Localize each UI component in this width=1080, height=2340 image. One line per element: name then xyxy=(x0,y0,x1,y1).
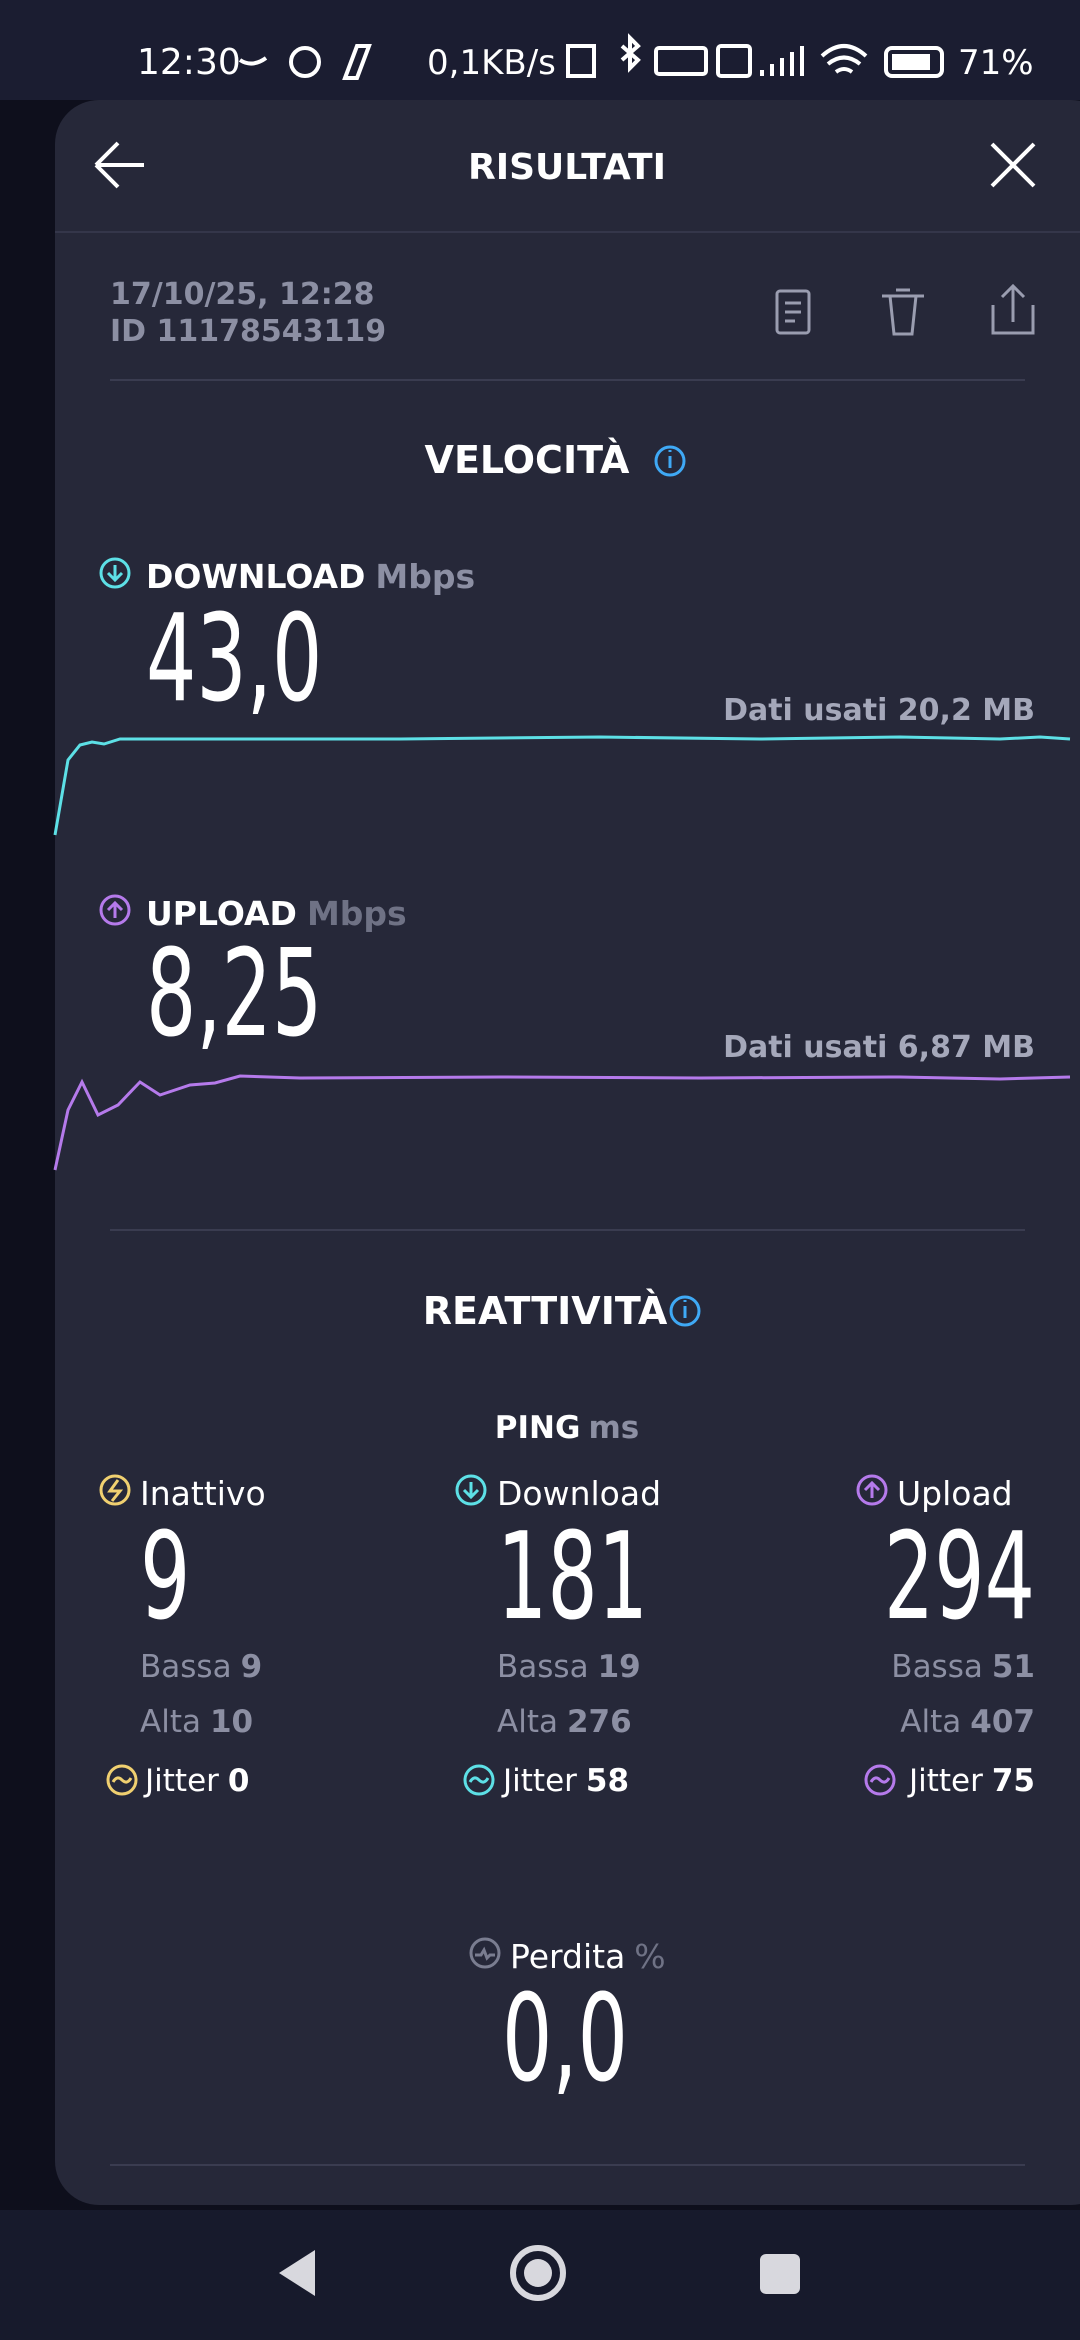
jitter-icon xyxy=(864,1764,896,1796)
jitter-label: Jitter xyxy=(143,1763,219,1799)
result-date: 17/10/25, 12:28 xyxy=(110,277,375,312)
status-icon xyxy=(654,46,708,76)
ping-column-label: Upload xyxy=(897,1474,1013,1513)
high-value: 407 xyxy=(970,1704,1035,1740)
high-value: 276 xyxy=(567,1704,632,1740)
high-value: 10 xyxy=(210,1704,253,1740)
download-unit: Mbps xyxy=(375,557,475,596)
status-time: 12:30 xyxy=(137,42,241,83)
loss-label: Perdita xyxy=(510,1937,625,1976)
download-icon xyxy=(455,1474,487,1506)
back-button[interactable] xyxy=(94,141,144,189)
ping-high: Alta 276 xyxy=(497,1704,632,1740)
ping-column-label: Download xyxy=(497,1474,661,1513)
ping-unit: ms xyxy=(588,1410,639,1446)
delete-button[interactable] xyxy=(882,288,924,336)
ping-heading: PING ms xyxy=(495,1410,639,1446)
ping-value: 9 xyxy=(140,1507,190,1646)
header-title: RISULTATI xyxy=(468,147,666,188)
download-icon xyxy=(99,557,131,589)
status-icon xyxy=(760,46,804,76)
download-label: DOWNLOAD xyxy=(146,557,365,596)
low-value: 51 xyxy=(992,1649,1035,1685)
high-label: Alta xyxy=(497,1704,558,1740)
info-button[interactable] xyxy=(669,1295,701,1327)
section-title: REATTIVITÀ xyxy=(423,1289,668,1333)
jitter: Jitter 0 xyxy=(143,1763,249,1799)
jitter-value: 0 xyxy=(228,1763,250,1799)
jitter: Jitter 75 xyxy=(907,1763,1035,1799)
network-speed: 0,1KB/s xyxy=(427,43,556,83)
jitter: Jitter 58 xyxy=(501,1763,629,1799)
upload-data-used: Dati usati 6,87 MB xyxy=(723,1030,1035,1065)
ping-column-label: Inattivo xyxy=(140,1474,266,1513)
jitter-label: Jitter xyxy=(907,1763,983,1799)
idle-icon xyxy=(99,1474,131,1506)
ping-high: Alta 407 xyxy=(900,1704,1035,1740)
battery-level xyxy=(892,54,930,70)
status-icon xyxy=(342,44,372,80)
low-value: 9 xyxy=(241,1649,263,1685)
status-icons xyxy=(238,33,944,80)
upload-label: UPLOAD xyxy=(146,894,297,933)
nav-back-button[interactable] xyxy=(279,2250,315,2296)
loss-heading: Perdita% xyxy=(510,1937,666,1976)
low-label: Bassa xyxy=(140,1649,232,1685)
low-label: Bassa xyxy=(497,1649,589,1685)
info-button[interactable] xyxy=(654,445,686,477)
loss-unit: % xyxy=(634,1937,665,1976)
battery-icon xyxy=(884,46,944,78)
upload-heading: UPLOAD Mbps xyxy=(146,894,407,933)
high-label: Alta xyxy=(900,1704,961,1740)
share-button[interactable] xyxy=(991,283,1035,335)
jitter-value: 58 xyxy=(586,1763,629,1799)
jitter-label: Jitter xyxy=(501,1763,577,1799)
download-data-used: Dati usati 20,2 MB xyxy=(723,693,1035,728)
upload-value: 8,25 xyxy=(146,924,322,1063)
upload-graph xyxy=(53,1074,1071,1171)
upload-icon xyxy=(856,1474,888,1506)
jitter-value: 75 xyxy=(992,1763,1035,1799)
status-icon xyxy=(820,44,868,74)
ping-high: Alta 10 xyxy=(140,1704,253,1740)
ping-low: Bassa 19 xyxy=(497,1649,641,1685)
low-value: 19 xyxy=(598,1649,641,1685)
loss-value: 0,0 xyxy=(502,1969,628,2108)
high-label: Alta xyxy=(140,1704,201,1740)
upload-unit: Mbps xyxy=(307,894,407,933)
ping-low: Bassa 9 xyxy=(140,1649,262,1685)
jitter-icon xyxy=(463,1764,495,1796)
status-icon xyxy=(238,56,268,66)
nav-recents-button[interactable] xyxy=(760,2254,800,2294)
download-value: 43,0 xyxy=(146,589,322,728)
details-button[interactable] xyxy=(775,289,811,335)
result-id: ID 11178543119 xyxy=(110,314,386,349)
ping-value: 181 xyxy=(497,1507,648,1646)
section-title: VELOCITÀ xyxy=(425,438,631,482)
status-icon xyxy=(566,44,596,78)
ping-value: 294 xyxy=(884,1507,1035,1646)
low-label: Bassa xyxy=(891,1649,983,1685)
nav-home-button[interactable] xyxy=(510,2245,566,2301)
status-icon xyxy=(289,46,321,78)
result-card xyxy=(55,100,1080,2205)
download-heading: DOWNLOAD Mbps xyxy=(146,557,475,596)
loss-icon xyxy=(469,1937,501,1969)
upload-icon xyxy=(99,894,131,926)
close-button[interactable] xyxy=(990,142,1036,188)
jitter-icon xyxy=(106,1764,138,1796)
battery-percent: 71% xyxy=(958,43,1034,83)
download-graph xyxy=(53,735,1071,836)
status-icon xyxy=(620,33,641,73)
ping-low: Bassa 51 xyxy=(891,1649,1035,1685)
ping-label: PING xyxy=(495,1410,581,1446)
status-icon xyxy=(716,44,752,78)
